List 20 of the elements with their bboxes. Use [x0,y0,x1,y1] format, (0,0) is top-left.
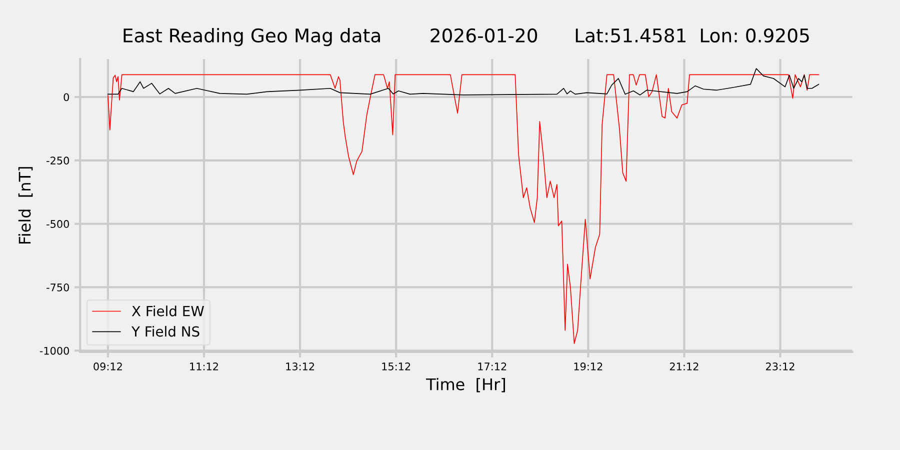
x-tick-label: 23:12 [766,362,794,370]
line-series [108,74,820,344]
y-tick-label: -1000 [40,346,69,355]
line-series [108,68,820,96]
x-tick-label: 13:12 [286,362,314,370]
y-tick-label: -250 [46,156,69,165]
legend-label: Y Field NS [131,326,200,337]
x-tick-label: 17:12 [478,362,506,370]
x-tick-label: 09:12 [94,362,122,370]
chart-title: East Reading Geo Mag data 2026-01-20 Lat:51.4581 Lon: 0.9205 [124,28,809,46]
y-tick-label: -500 [46,220,69,228]
x-tick-label: 21:12 [670,362,698,370]
x-axis-title: Time [Hr] [426,378,505,392]
x-tick-label: 11:12 [190,362,218,370]
legend-label: X Field EW [132,306,204,316]
y-tick-label: 0 [64,93,69,102]
x-tick-label: 19:12 [574,362,602,370]
y-axis-title: Field [nT] [18,167,33,244]
x-tick-label: 15:12 [382,362,410,370]
y-tick-label: -750 [46,283,69,292]
